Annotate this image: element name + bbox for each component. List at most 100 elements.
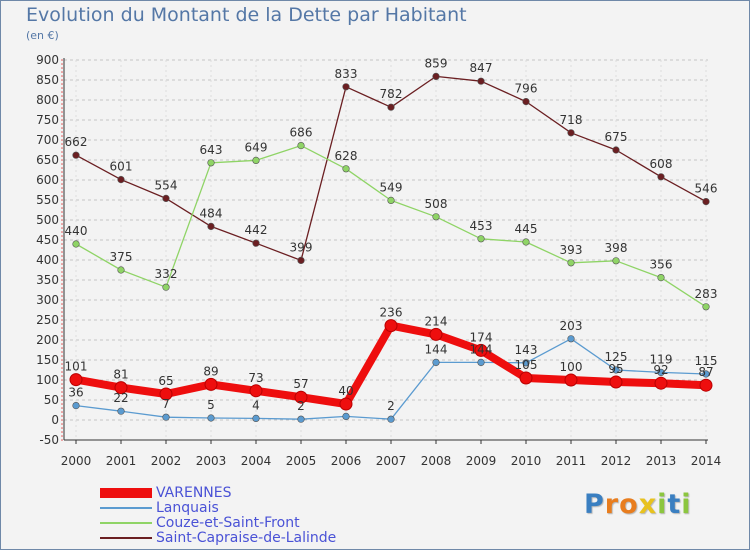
y-minor-tick <box>61 99 63 101</box>
data-label-lanquais: 7 <box>162 397 170 411</box>
y-minor-tick <box>61 95 63 97</box>
y-tick-label: 100 <box>36 373 59 387</box>
y-minor-tick <box>61 131 63 133</box>
y-tick-label: 0 <box>51 413 59 427</box>
data-point-varennes <box>429 327 443 341</box>
y-minor-tick <box>61 151 63 153</box>
y-minor-tick <box>61 383 63 385</box>
y-minor-tick <box>61 399 63 401</box>
data-label-saint-capraise-de-lalinde: 608 <box>650 157 673 171</box>
data-point-saint-capraise-de-lalinde <box>342 83 350 91</box>
data-label-varennes: 73 <box>248 371 263 385</box>
y-minor-tick <box>61 423 63 425</box>
y-minor-tick <box>61 391 63 393</box>
data-point-saint-capraise-de-lalinde <box>567 129 575 137</box>
y-minor-tick <box>61 255 63 257</box>
data-label-lanquais: 36 <box>68 386 83 400</box>
data-point-saint-capraise-de-lalinde <box>387 103 395 111</box>
y-minor-tick <box>61 411 63 413</box>
data-point-saint-capraise-de-lalinde <box>72 151 80 159</box>
data-label-lanquais: 119 <box>650 352 673 366</box>
y-minor-tick <box>61 379 63 381</box>
data-label-varennes: 95 <box>608 362 623 376</box>
y-tick-label: 600 <box>36 173 59 187</box>
y-minor-tick <box>61 227 63 229</box>
data-label-saint-capraise-de-lalinde: 554 <box>155 178 178 192</box>
data-point-saint-capraise-de-lalinde <box>117 176 125 184</box>
y-tick-label: 800 <box>36 93 59 107</box>
data-point-saint-capraise-de-lalinde <box>297 256 305 265</box>
y-minor-tick <box>61 343 63 345</box>
data-point-saint-capraise-de-lalinde <box>162 194 170 202</box>
y-minor-tick <box>61 215 63 217</box>
x-tick-label: 2009 <box>466 454 497 468</box>
series-layer <box>69 72 713 423</box>
y-tick-label: 50 <box>44 393 59 407</box>
y-minor-tick <box>61 195 63 197</box>
x-tick-label: 2012 <box>601 454 632 468</box>
data-point-lanquais <box>72 402 80 410</box>
y-minor-tick <box>61 335 63 337</box>
data-point-lanquais <box>612 366 620 374</box>
data-point-couze-et-saint-front <box>612 257 620 265</box>
y-tick-label: 700 <box>36 133 59 147</box>
y-minor-tick <box>61 315 63 317</box>
data-point-varennes <box>249 384 263 398</box>
data-label-varennes: 101 <box>65 360 88 374</box>
y-minor-tick <box>61 415 63 417</box>
y-minor-tick <box>61 331 63 333</box>
data-point-varennes <box>564 373 578 387</box>
legend-swatch-couze <box>100 522 152 524</box>
y-minor-tick <box>61 163 63 165</box>
y-minor-tick <box>61 303 63 305</box>
data-point-varennes <box>654 376 668 390</box>
data-point-lanquais <box>297 415 305 423</box>
data-point-couze-et-saint-front <box>522 238 530 246</box>
data-label-varennes: 105 <box>515 358 538 372</box>
y-minor-tick <box>61 75 63 77</box>
x-tick-label: 2003 <box>196 454 227 468</box>
y-minor-tick <box>61 167 63 169</box>
data-label-couze-et-saint-front: 643 <box>200 143 223 157</box>
data-label-saint-capraise-de-lalinde: 662 <box>65 135 88 149</box>
data-point-lanquais <box>387 415 395 423</box>
logo-letter: t <box>667 489 682 520</box>
y-minor-tick <box>61 431 63 433</box>
legend-item-varennes: VARENNES <box>100 485 400 501</box>
y-minor-tick <box>61 103 63 105</box>
data-label-varennes: 236 <box>380 306 403 320</box>
data-label-varennes: 65 <box>158 374 173 388</box>
data-point-lanquais <box>657 368 665 377</box>
data-label-saint-capraise-de-lalinde: 484 <box>200 206 223 220</box>
value-labels-layer: 662 601 554 484 442 399 833 782 859 847 796 718 675 6… <box>65 56 718 413</box>
y-minor-tick <box>61 427 63 429</box>
data-point-couze-et-saint-front <box>387 196 395 204</box>
logo-letter: x <box>638 489 658 520</box>
y-minor-tick <box>61 127 63 129</box>
data-point-couze-et-saint-front <box>72 240 80 248</box>
y-minor-tick <box>61 203 63 205</box>
y-minor-tick <box>61 323 63 325</box>
y-minor-tick <box>61 199 63 201</box>
y-minor-tick <box>61 363 63 365</box>
logo-letter: P <box>584 489 605 520</box>
x-tick-label: 2014 <box>691 454 722 468</box>
x-tick-label: 2011 <box>556 454 587 468</box>
y-minor-tick <box>61 359 63 361</box>
data-point-lanquais <box>702 370 710 378</box>
y-tick-label: 500 <box>36 213 59 227</box>
data-point-lanquais <box>342 412 350 421</box>
data-point-lanquais <box>477 358 485 367</box>
x-tick-label: 2002 <box>151 454 182 468</box>
data-label-lanquais: 4 <box>252 398 260 412</box>
data-label-saint-capraise-de-lalinde: 675 <box>605 130 628 144</box>
y-minor-tick <box>61 311 63 313</box>
y-minor-tick <box>61 235 63 237</box>
data-label-couze-et-saint-front: 398 <box>605 241 628 255</box>
data-point-varennes <box>474 343 488 357</box>
y-minor-tick <box>61 355 63 357</box>
y-tick-label: 200 <box>36 333 59 347</box>
y-minor-tick <box>61 83 63 85</box>
y-minor-tick <box>61 367 63 369</box>
data-label-saint-capraise-de-lalinde: 718 <box>560 113 583 127</box>
